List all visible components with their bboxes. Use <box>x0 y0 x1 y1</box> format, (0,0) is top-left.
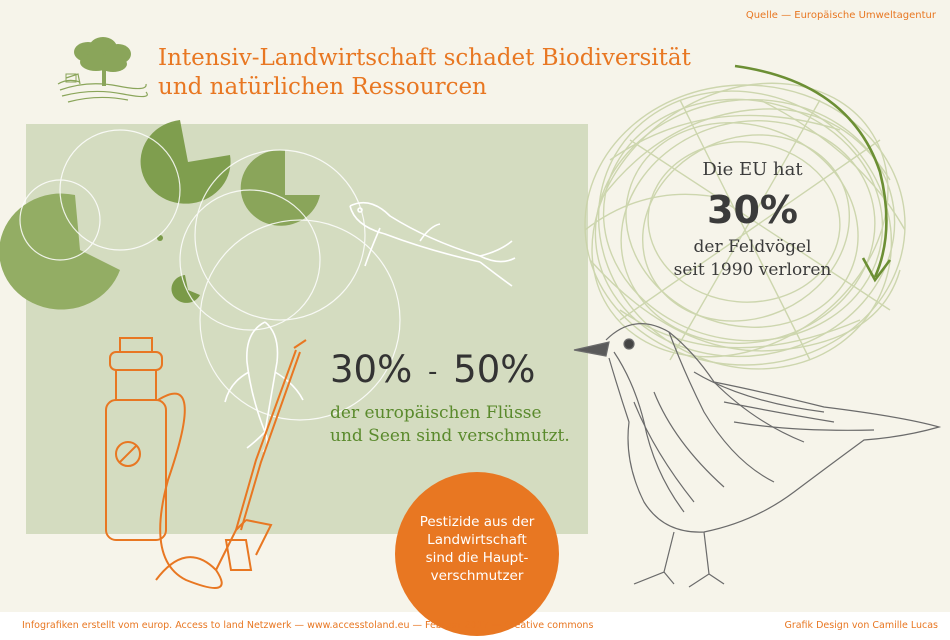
koi-fish-icon <box>349 201 516 287</box>
footer-credit: Infografiken erstellt vom europ. Access … <box>22 620 594 631</box>
page-title: Intensiv-Landwirtschaft schadet Biodiver… <box>158 44 718 102</box>
title-line-1: Intensiv-Landwirtschaft schadet Biodiver… <box>158 45 691 71</box>
sprayer-icon <box>105 337 307 589</box>
footer-design-credit: Grafik Design von Camille Lucas <box>784 620 938 631</box>
bird-stat: Die EU hat 30% der Feldvögel seit 1990 v… <box>650 158 855 282</box>
bird-stat-line-1: der Feldvögel <box>693 237 812 257</box>
tree-landscape-icon <box>57 37 148 103</box>
river-percent-dash: - <box>428 356 438 387</box>
lily-pad-icon <box>0 120 401 421</box>
river-stat-text: der europäischen Flüsse und Seen sind ve… <box>330 402 570 448</box>
river-percent-high: 50% <box>453 348 536 391</box>
bird-icon <box>573 323 942 588</box>
pesticide-badge: Pestizide aus der Landwirtschaft sind di… <box>395 472 559 636</box>
green-block <box>26 124 588 534</box>
river-stat-percent: 30% - 50% <box>330 348 535 391</box>
bird-stat-text: der Feldvögel seit 1990 verloren <box>650 236 855 282</box>
bird-stat-intro: Die EU hat <box>702 159 803 180</box>
pesticide-text: Pestizide aus der Landwirtschaft sind di… <box>419 514 535 584</box>
river-stat-line-1: der europäischen Flüsse <box>330 403 542 423</box>
river-percent-low: 30% <box>330 348 413 391</box>
source-credit: Quelle — Europäische Umweltagentur <box>745 10 936 21</box>
nest-icon <box>584 82 906 370</box>
title-line-2: und natürlichen Ressourcen <box>158 74 487 100</box>
bird-stat-percent: 30% <box>707 188 798 232</box>
koi-fish-icon <box>224 321 304 453</box>
curved-arrow-icon <box>734 64 892 283</box>
river-stat-line-2: und Seen sind verschmutzt. <box>330 426 570 446</box>
bird-stat-line-2: seit 1990 verloren <box>673 260 832 280</box>
